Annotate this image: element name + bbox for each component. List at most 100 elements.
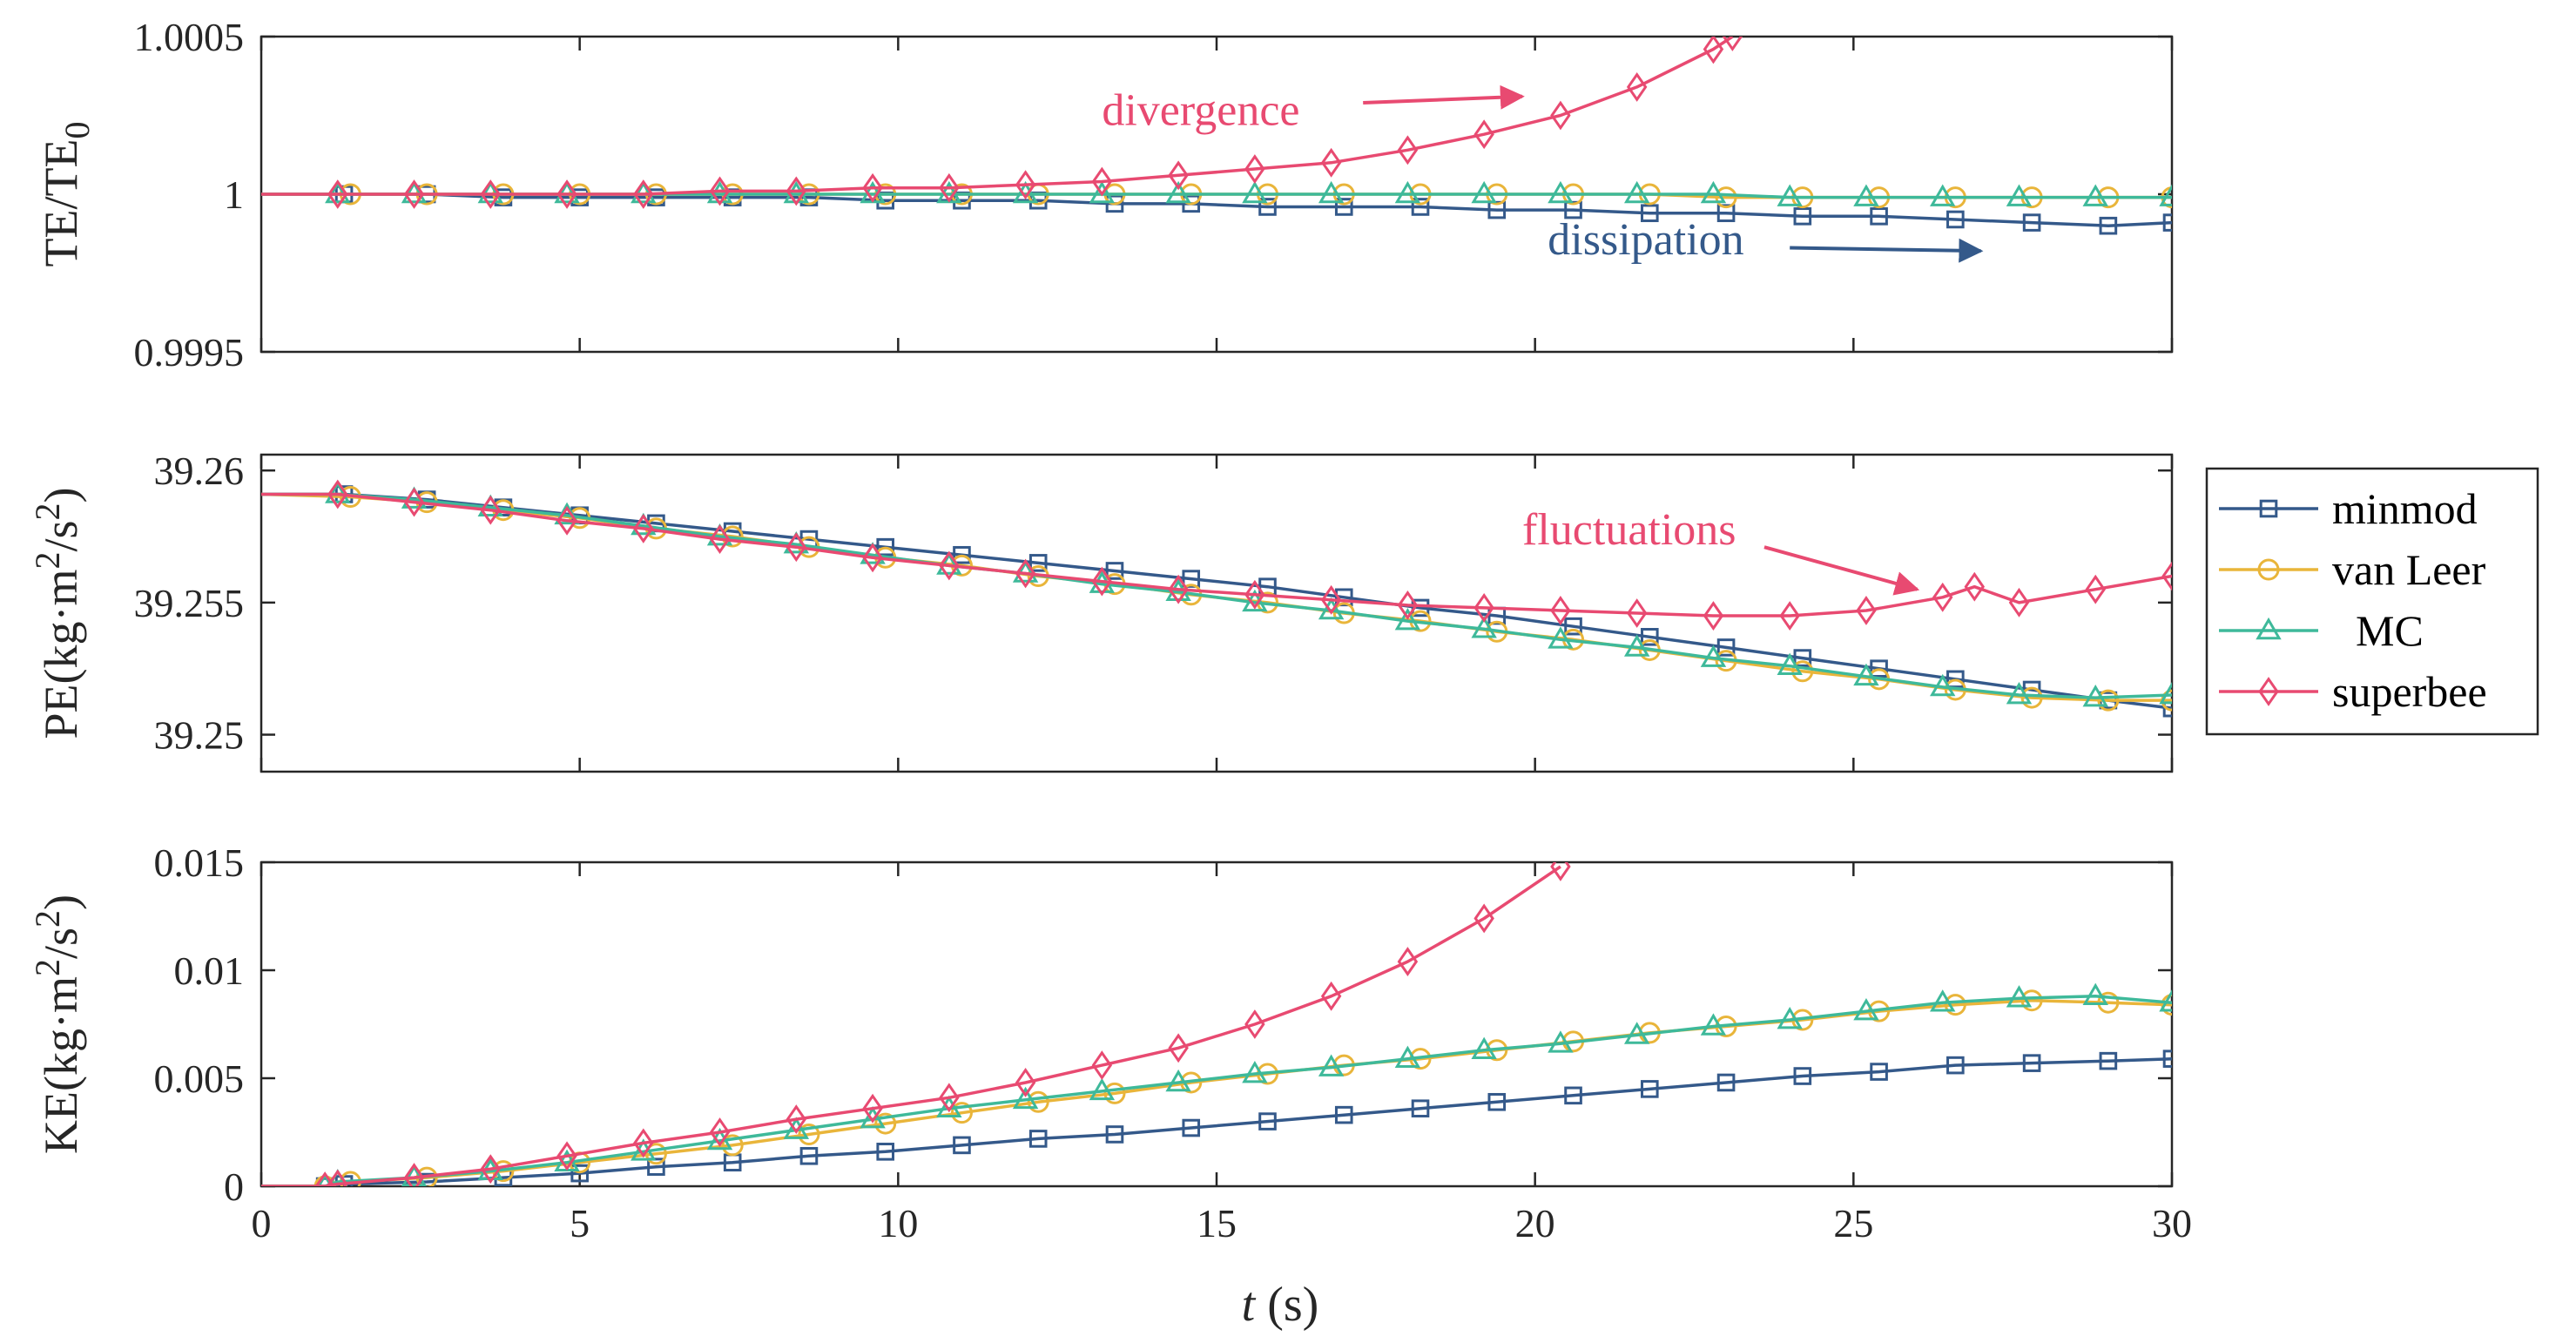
data-point-mc [1930, 184, 1956, 206]
data-point-minmod [1028, 1130, 1048, 1148]
data-point-mc [1471, 1036, 1497, 1060]
data-point-superbee [1244, 154, 1265, 184]
data-point-mc [860, 1106, 886, 1129]
data-point-minmod [1716, 638, 1736, 657]
data-point-superbee [1091, 166, 1113, 197]
axes-frame [260, 860, 2174, 1188]
data-point-mc [2006, 985, 2033, 1008]
data-point-superbee [403, 1163, 425, 1186]
data-point-minmod [799, 1146, 819, 1165]
y-tick-label: 0 [224, 1164, 244, 1209]
data-point-minmod [1870, 1063, 1888, 1081]
data-point-minmod [1716, 1073, 1736, 1092]
data-point-mc [1318, 597, 1345, 620]
series-line-minmod [261, 192, 2172, 227]
data-point-van-leer [874, 1112, 897, 1135]
data-point-superbee [556, 1141, 577, 1171]
data-point-superbee [709, 524, 731, 555]
data-point-superbee [2008, 587, 2030, 618]
data-point-mc [1548, 180, 1574, 204]
data-point-mc [1623, 634, 1650, 657]
data-point-minmod [1487, 200, 1507, 219]
data-point-superbee [1015, 558, 1036, 589]
y-tick-label: 0.9995 [134, 330, 245, 375]
y-label-main: TE/TE [35, 139, 87, 267]
data-point-minmod [1793, 1067, 1812, 1085]
data-point-superbee [709, 1117, 731, 1147]
data-point-superbee [1320, 584, 1342, 615]
data-point-mc [1930, 673, 1956, 697]
data-point-minmod [876, 537, 895, 557]
data-point-superbee [939, 172, 960, 203]
data-point-superbee [403, 487, 425, 517]
data-point-minmod [2022, 1054, 2041, 1072]
data-point-mc [1394, 1045, 1421, 1068]
series-line-superbee [261, 37, 1734, 196]
data-point-mc [2082, 684, 2108, 707]
data-point-superbee [1626, 71, 1648, 102]
legend-label-van-leer: van Leer [2332, 545, 2486, 594]
data-point-superbee [1703, 601, 1724, 631]
data-point-superbee [1397, 590, 1419, 620]
data-point-minmod [1564, 1086, 1582, 1105]
y-tick-label: 1.0005 [134, 15, 245, 59]
data-point-superbee [1473, 903, 1494, 934]
data-point-mc [2006, 681, 2033, 705]
data-point-superbee [1722, 37, 1743, 51]
series-line-minmod [261, 1056, 2172, 1186]
data-point-mc [1242, 1060, 1268, 1083]
data-point-superbee [786, 1104, 807, 1135]
data-point-mc [1853, 184, 1879, 206]
y-axis-label: TE/TE0 [35, 122, 97, 267]
x-tick-label: 10 [878, 1201, 918, 1245]
panel-total-energy: 1.0005 1 0.9995 TE/TE0 divergence dissipation [35, 15, 2174, 375]
data-point-mc [631, 1138, 657, 1161]
data-point-superbee [939, 550, 960, 581]
data-point-mc [706, 1127, 733, 1151]
y-tick-label: 0.01 [174, 948, 245, 993]
x-tick-label: 20 [1515, 1201, 1555, 1245]
annotation-divergence: divergence [1102, 85, 1299, 135]
data-point-superbee [1320, 981, 1342, 1011]
data-point-mc [1012, 1086, 1039, 1110]
data-point-superbee [1397, 947, 1419, 977]
plot-area [261, 37, 2172, 235]
data-point-superbee [2161, 561, 2172, 591]
data-point-mc [1242, 180, 1268, 204]
data-point-minmod [1641, 628, 1659, 646]
y-label-superscript: 2 [28, 503, 67, 520]
data-point-superbee [786, 176, 807, 206]
data-point-minmod [1870, 207, 1888, 226]
x-tick-label: 5 [570, 1201, 590, 1245]
data-point-minmod [1487, 1092, 1507, 1111]
data-point-minmod [1411, 598, 1430, 618]
data-point-superbee [1626, 598, 1648, 628]
data-point-minmod [647, 1157, 665, 1176]
data-point-superbee [862, 543, 883, 573]
data-point-mc [1700, 645, 1727, 667]
y-label-superscript: 2 [28, 552, 67, 570]
data-point-minmod [1411, 1099, 1430, 1118]
data-point-minmod [1334, 588, 1353, 607]
data-point-minmod [1182, 194, 1201, 213]
y-label-end: ) [35, 894, 87, 910]
data-point-mc [1853, 998, 1879, 1021]
data-point-minmod [2162, 213, 2172, 232]
annotation-fluctuations: fluctuations [1522, 505, 1736, 555]
data-point-superbee [1168, 160, 1189, 191]
data-point-superbee [556, 505, 577, 536]
data-point-minmod [1641, 204, 1659, 223]
data-point-superbee [1550, 100, 1571, 131]
data-point-van-leer [1103, 1082, 1126, 1104]
data-point-mc [1623, 1022, 1650, 1044]
data-point-superbee [1473, 119, 1494, 150]
data-point-mc [2082, 982, 2108, 1006]
data-point-mc [2159, 681, 2172, 705]
data-point-mc [1548, 1030, 1574, 1053]
data-point-superbee [862, 1093, 883, 1124]
data-point-minmod [1564, 200, 1582, 219]
data-point-superbee [1964, 571, 1986, 602]
data-point-minmod [1105, 562, 1124, 580]
x-tick-label: 0 [252, 1201, 272, 1245]
